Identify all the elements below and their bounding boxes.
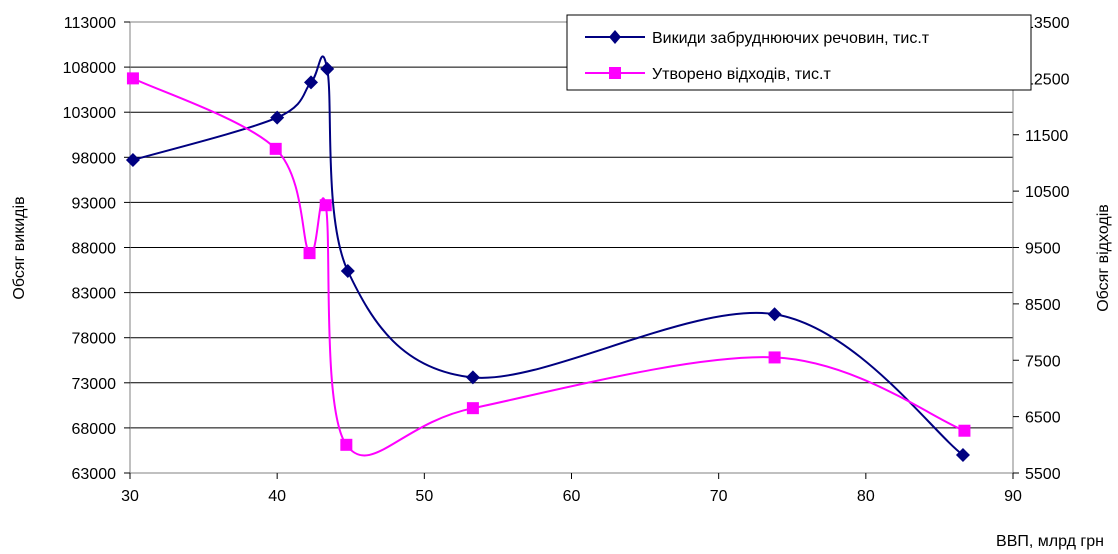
y2-tick-label: 5500 xyxy=(1025,466,1061,483)
x-tick-label: 60 xyxy=(563,488,581,505)
data-point xyxy=(340,438,353,451)
x-axis-ticks: 30 40 50 60 70 80 90 xyxy=(121,473,1022,505)
y2-tick-label: 6500 xyxy=(1025,410,1061,427)
y2-axis-ticks: 5500 6500 7500 8500 9500 10500 11500 12500 13500 xyxy=(1013,15,1070,483)
legend-marker-waste xyxy=(609,67,621,79)
data-point xyxy=(269,142,282,155)
y-tick-label: 68000 xyxy=(72,421,117,438)
y-tick-label: 113000 xyxy=(64,15,116,32)
y2-tick-label: 10500 xyxy=(1025,184,1070,201)
series-line xyxy=(132,77,965,457)
data-point xyxy=(270,110,285,125)
x-axis-title: ВВП, млрд грн xyxy=(996,533,1104,550)
data-point xyxy=(125,153,140,168)
y-tick-label: 63000 xyxy=(72,466,117,483)
data-point xyxy=(768,351,781,364)
y2-axis-title: Обсяг відходів xyxy=(1095,204,1112,312)
legend-marker-emissions xyxy=(609,30,621,44)
data-point xyxy=(304,75,319,90)
x-tick-label: 80 xyxy=(857,488,875,505)
data-point xyxy=(767,307,782,322)
y-tick-label: 103000 xyxy=(63,105,116,122)
data-point xyxy=(955,447,970,462)
data-point xyxy=(303,247,316,260)
y-tick-label: 78000 xyxy=(72,331,117,348)
y-tick-label: 73000 xyxy=(72,376,117,393)
y2-tick-label: 8500 xyxy=(1025,297,1061,314)
data-point xyxy=(958,424,971,437)
y2-tick-label: 12500 xyxy=(1025,71,1070,88)
x-tick-label: 30 xyxy=(121,488,139,505)
data-point xyxy=(319,199,332,212)
y-tick-label: 83000 xyxy=(72,286,117,303)
y2-tick-label: 13500 xyxy=(1025,15,1070,32)
y-tick-label: 98000 xyxy=(72,150,117,167)
legend-label-emissions: Викиди забруднюючих речовин, тис.т xyxy=(652,30,930,47)
x-tick-label: 50 xyxy=(415,488,433,505)
series-1 xyxy=(126,72,971,457)
data-point xyxy=(340,263,355,278)
legend-label-waste: Утворено відходів, тис.т xyxy=(652,66,831,83)
data-point xyxy=(320,61,335,76)
series-line xyxy=(132,55,964,456)
data-point xyxy=(466,402,479,415)
y2-tick-label: 11500 xyxy=(1025,128,1068,145)
y-tick-label: 88000 xyxy=(72,241,117,258)
legend: Викиди забруднюючих речовин, тис.т Утвор… xyxy=(566,14,1032,91)
x-tick-label: 40 xyxy=(268,488,286,505)
series-0 xyxy=(125,55,970,462)
legend-box xyxy=(566,14,1032,91)
y-tick-label: 108000 xyxy=(63,60,116,77)
x-tick-label: 70 xyxy=(710,488,728,505)
y-axis-title: Обсяг викидів xyxy=(11,196,28,299)
y2-tick-label: 7500 xyxy=(1025,353,1061,370)
y-axis-ticks: 63000 68000 73000 78000 83000 88000 93000 98000… xyxy=(63,15,130,483)
x-tick-label: 90 xyxy=(1004,488,1022,505)
y-tick-label: 93000 xyxy=(72,195,117,212)
data-point xyxy=(126,72,139,85)
series-layer xyxy=(125,55,971,462)
y2-tick-label: 9500 xyxy=(1025,241,1061,258)
data-point xyxy=(465,370,480,385)
